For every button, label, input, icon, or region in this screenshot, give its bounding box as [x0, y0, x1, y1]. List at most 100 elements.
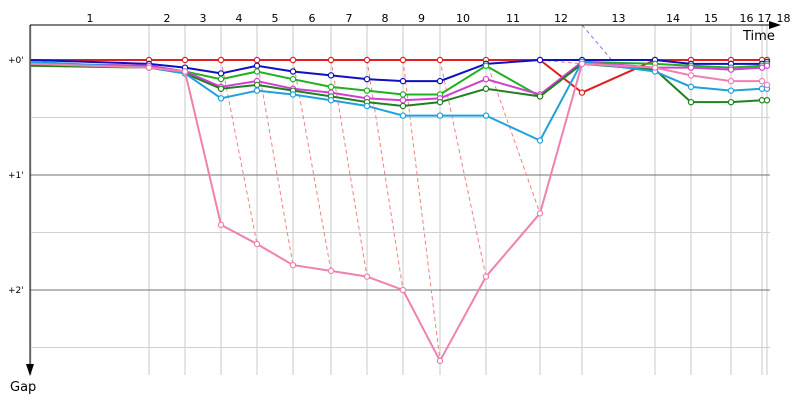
lap-label: 1	[87, 12, 94, 25]
data-point	[763, 81, 771, 89]
y-axis-title: Gap	[10, 380, 36, 395]
data-point	[727, 98, 735, 106]
data-point	[763, 97, 771, 104]
data-point	[253, 240, 261, 248]
data-point	[436, 56, 444, 64]
data-point	[651, 64, 659, 71]
data-point	[253, 62, 261, 69]
data-point	[687, 72, 695, 79]
y-tick-label: +1'	[8, 171, 24, 181]
data-point	[289, 261, 297, 269]
series-line	[30, 59, 768, 83]
gap-arrow-icon	[26, 364, 34, 376]
pit-connector	[330, 59, 368, 277]
data-point	[727, 66, 735, 73]
data-point	[217, 85, 225, 92]
data-point	[145, 64, 153, 71]
data-point	[399, 112, 407, 119]
lap-label: 4	[236, 12, 243, 25]
data-point	[289, 91, 297, 98]
data-point	[253, 56, 261, 64]
data-point	[253, 81, 261, 89]
tick-labels: 1 2 3 4 5 6 7 8 9 10 11 12 13 14 15 16 17 18+0'+1'+2'	[8, 12, 791, 296]
data-point	[687, 98, 695, 106]
data-point	[436, 77, 444, 85]
data-point	[763, 62, 771, 69]
data-point	[399, 91, 407, 98]
data-point	[289, 56, 297, 64]
data-point	[482, 273, 490, 280]
lap-label: 11	[506, 12, 520, 25]
data-point	[217, 221, 225, 229]
data-point	[758, 77, 766, 85]
pit-dashed-connectors	[220, 24, 616, 361]
data-point	[181, 56, 189, 64]
x-axis-title: Time	[742, 29, 775, 44]
data-point	[217, 56, 225, 64]
data-point	[181, 68, 189, 75]
data-point	[482, 85, 490, 92]
data-point	[578, 60, 586, 68]
lap-label: 8	[382, 12, 389, 25]
data-point	[399, 286, 407, 294]
lap-label: 14	[666, 12, 680, 25]
data-point	[536, 137, 544, 144]
pit-connector	[439, 59, 487, 277]
data-point	[482, 75, 490, 83]
data-point	[327, 97, 335, 104]
data-point	[363, 75, 371, 83]
pit-connector	[402, 59, 441, 361]
data-point	[399, 56, 407, 64]
data-point	[363, 273, 371, 280]
y-tick-label: +0'	[8, 56, 24, 66]
data-point	[217, 95, 225, 102]
data-point	[327, 83, 335, 91]
data-point	[363, 56, 371, 64]
y-tick-label: +2'	[8, 286, 24, 296]
data-point	[327, 72, 335, 79]
lap-label: 16	[740, 12, 754, 25]
data-point	[399, 77, 407, 85]
pit-connector	[485, 59, 541, 214]
data-point	[482, 62, 490, 69]
time-arrow-icon	[769, 21, 781, 29]
series-line	[30, 60, 767, 142]
lap-label: 12	[554, 12, 568, 25]
data-point	[687, 83, 695, 91]
data-point	[399, 102, 407, 110]
series-line	[30, 62, 768, 364]
lap-label: 2	[164, 12, 171, 25]
data-point	[399, 97, 407, 104]
data-point	[482, 112, 490, 119]
data-point	[253, 68, 261, 75]
data-point	[536, 210, 544, 217]
lap-label: 7	[346, 12, 353, 25]
data-point	[536, 56, 544, 64]
data-point	[363, 87, 371, 94]
lap-label: 15	[704, 12, 718, 25]
pit-connector	[581, 24, 616, 65]
data-point	[289, 75, 297, 83]
data-point	[687, 64, 695, 71]
lap-label: 5	[272, 12, 279, 25]
data-point	[578, 89, 586, 96]
data-point	[327, 267, 335, 275]
lap-label: 3	[200, 12, 207, 25]
data-point	[327, 56, 335, 64]
data-point	[217, 75, 225, 83]
data-point	[436, 98, 444, 106]
series-lines	[30, 56, 771, 365]
lap-label: 17	[758, 12, 772, 25]
grid-lines	[30, 25, 770, 375]
axes: Time Gap	[10, 21, 781, 395]
series-line	[30, 60, 768, 98]
pit-connector	[220, 59, 258, 245]
data-point	[436, 112, 444, 119]
data-point	[253, 87, 261, 94]
data-point	[436, 357, 444, 365]
data-point	[727, 87, 735, 94]
data-point	[727, 77, 735, 85]
lap-label: 6	[309, 12, 316, 25]
data-point	[217, 70, 225, 77]
